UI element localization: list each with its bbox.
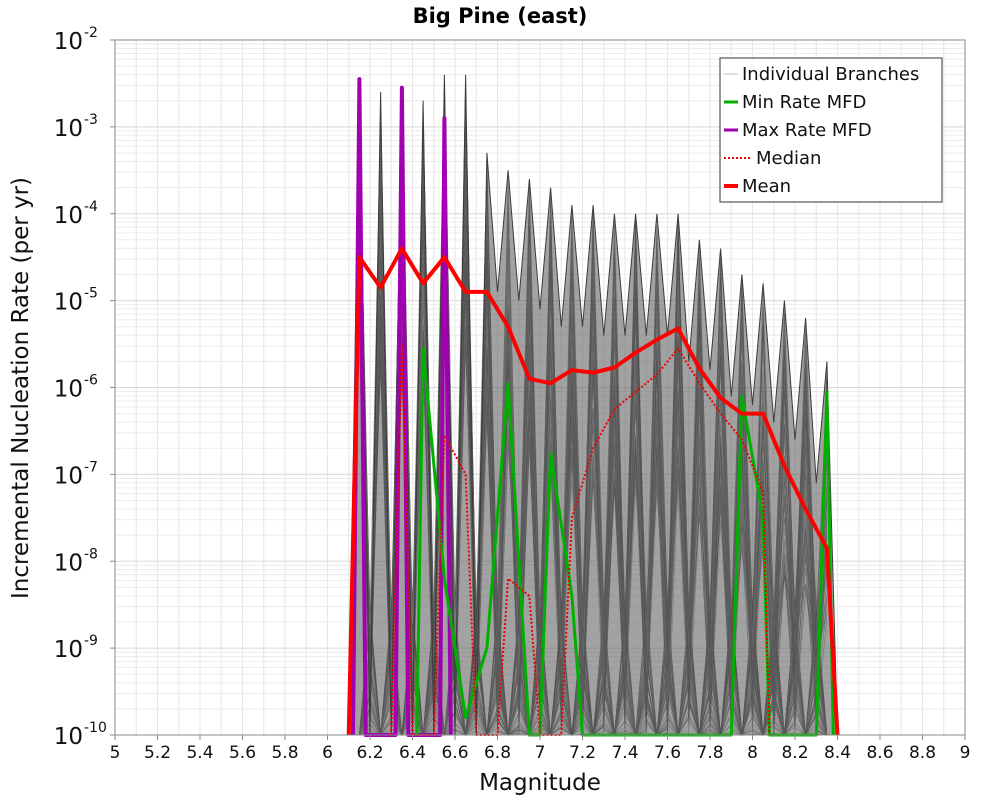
x-tick-label: 8.6 (866, 743, 893, 763)
x-tick-label: 8.2 (781, 743, 808, 763)
y-tick-exponent: -4 (84, 199, 98, 215)
x-tick-label: 7 (535, 743, 546, 763)
x-tick-label: 5.2 (144, 743, 171, 763)
x-tick-label: 6 (322, 743, 333, 763)
x-tick-label: 8.4 (824, 743, 851, 763)
y-tick-label: 10 (54, 290, 83, 316)
x-axis-label: Magnitude (479, 770, 601, 796)
x-tick-label: 6.2 (356, 743, 383, 763)
y-tick-label: 10 (54, 724, 83, 750)
y-tick-label: 10 (54, 29, 83, 55)
legend-label: Min Rate MFD (742, 92, 866, 113)
x-tick-label: 5.4 (186, 743, 213, 763)
x-tick-label: 5.8 (271, 743, 298, 763)
y-tick-exponent: -10 (84, 720, 107, 736)
y-axis-ticks: 10-210-310-410-510-610-710-810-910-10 (54, 25, 115, 750)
x-tick-label: 7.2 (569, 743, 596, 763)
y-tick-exponent: -6 (84, 373, 98, 389)
x-axis-ticks: 5 5.2 5.4 5.6 5.8 6 6.2 6.4 6.6 6.8 7 7.2 7.4 7.6 7.8 8… (110, 735, 971, 763)
legend-label: Median (756, 148, 821, 169)
y-tick-exponent: -9 (84, 633, 98, 649)
y-tick-label: 10 (54, 637, 83, 663)
legend-box (719, 57, 943, 203)
legend-label: Max Rate MFD (742, 120, 872, 141)
x-tick-label: 6.6 (441, 743, 468, 763)
x-tick-label: 7.6 (654, 743, 681, 763)
x-tick-label: 8.8 (909, 743, 936, 763)
x-tick-label: 8 (747, 743, 758, 763)
series-max-rate-mfd (351, 77, 453, 737)
legend-label: Mean (742, 176, 791, 197)
y-tick-label: 10 (54, 116, 83, 142)
x-tick-label: 5 (110, 743, 121, 763)
x-tick-label: 7.4 (611, 743, 638, 763)
y-tick-exponent: -5 (84, 286, 98, 302)
x-tick-label: 5.6 (229, 743, 256, 763)
y-tick-exponent: -7 (84, 459, 98, 475)
x-tick-label: 6.8 (484, 743, 511, 763)
y-axis-label: Incremental Nucleation Rate (per yr) (8, 177, 34, 599)
y-tick-exponent: -8 (84, 546, 98, 562)
y-tick-label: 10 (54, 550, 83, 576)
legend-label: Individual Branches (742, 64, 919, 85)
y-tick-exponent: -2 (84, 25, 98, 41)
y-tick-label: 10 (54, 463, 83, 489)
x-tick-label: 9 (960, 743, 971, 763)
series-mean (346, 246, 840, 736)
x-tick-label: 6.4 (399, 743, 426, 763)
x-tick-label: 7.8 (696, 743, 723, 763)
y-tick-exponent: -3 (84, 112, 98, 128)
y-tick-label: 10 (54, 377, 83, 403)
chart-title: Big Pine (east) (413, 4, 588, 28)
branch-envelope (348, 74, 839, 736)
legend: Individual Branches Min Rate MFD Max Rate … (719, 57, 943, 203)
y-tick-label: 10 (54, 203, 83, 229)
